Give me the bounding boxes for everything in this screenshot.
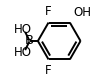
Text: HO: HO <box>14 46 32 59</box>
Text: HO: HO <box>14 23 32 36</box>
Text: B: B <box>25 35 34 47</box>
Text: F: F <box>44 5 51 18</box>
Text: F: F <box>44 64 51 77</box>
Text: OH: OH <box>73 6 91 19</box>
